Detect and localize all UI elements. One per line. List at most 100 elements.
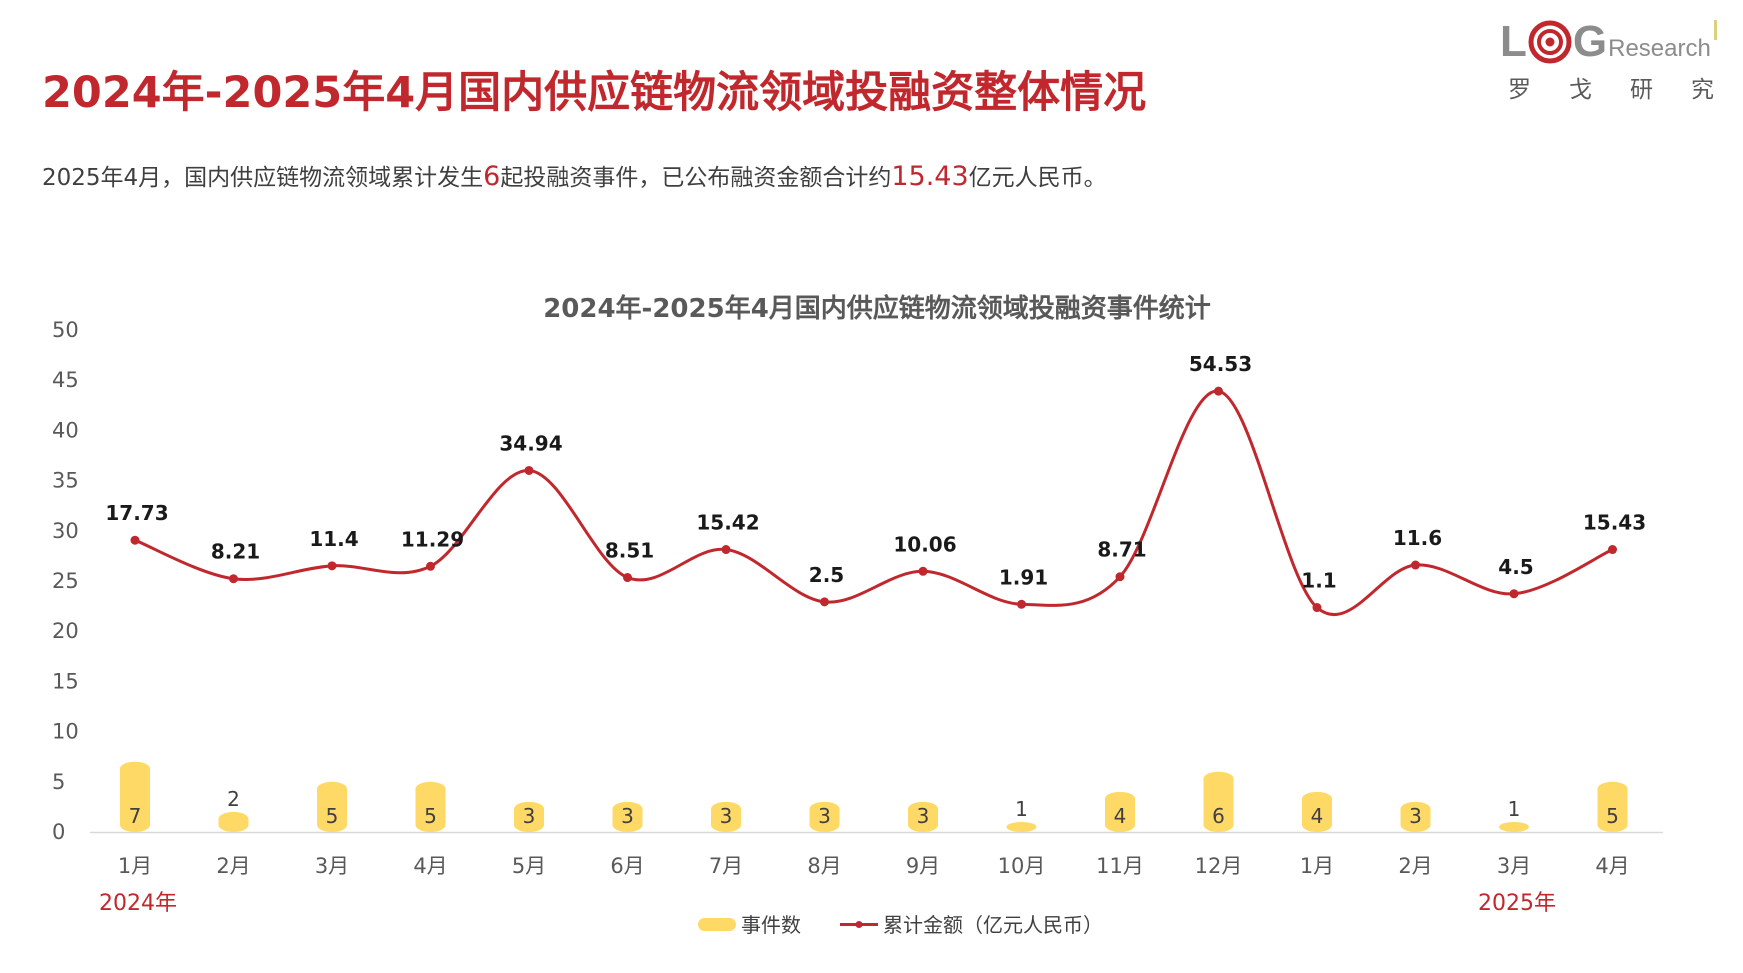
amount-point [918, 566, 928, 576]
amount-point [1608, 545, 1617, 555]
amount-line [130, 386, 1617, 617]
event-count-label: 3 [818, 804, 831, 828]
event-count-bar [514, 801, 544, 832]
y-tick-label: 35 [52, 469, 79, 493]
x-tick-label: 11月 [1096, 854, 1144, 878]
event-count-label: 4 [1114, 804, 1127, 828]
x-tick-label: 7月 [709, 854, 743, 878]
legend-line-label: 累计金额（亿元人民币） [883, 913, 1103, 937]
y-tick-label: 40 [52, 418, 79, 442]
event-count-bar [1597, 781, 1628, 832]
amount-label: 11.6 [1393, 526, 1442, 550]
event-count-label: 3 [917, 804, 930, 828]
x-tick-label: 6月 [610, 854, 644, 878]
logo-cn-char: 研 [1630, 77, 1653, 103]
event-count-bar [711, 801, 741, 832]
x-tick-label: 3月 [315, 854, 349, 878]
amount-label: 8.71 [1097, 538, 1146, 562]
legend-line-marker [855, 921, 863, 928]
x-tick-label: 3月 [1497, 854, 1531, 878]
event-count-bar [809, 801, 840, 832]
event-count-label: 5 [424, 804, 437, 828]
y-axis: 0 5 10 15 20 25 30 35 40 45 50 [52, 318, 79, 844]
event-count-bar [120, 761, 150, 832]
event-count-label: 5 [1606, 804, 1619, 828]
logo-research-text: Research [1608, 35, 1711, 62]
amount-point [1411, 560, 1420, 570]
amount-label: 11.4 [309, 527, 358, 551]
summary-event-count: 6 [483, 161, 501, 192]
logo-letter-g: G [1572, 17, 1608, 66]
y-tick-label: 25 [52, 569, 79, 593]
event-count-bar [1499, 821, 1529, 832]
legend-bar-label: 事件数 [741, 913, 801, 937]
amount-label: 10.06 [893, 532, 956, 556]
logo-accent-mark [1714, 20, 1717, 40]
summary-part-2: 起投融资事件，已公布融资金额合计约 [500, 165, 892, 191]
y-tick-label: 30 [52, 519, 79, 543]
event-count-bar [1006, 821, 1037, 832]
event-count-label: 3 [1409, 804, 1422, 828]
logo-cn-char: 究 [1691, 77, 1714, 103]
amount-point [327, 561, 337, 571]
amount-point [1312, 603, 1322, 613]
amount-point [1509, 589, 1519, 599]
event-count-label: 2 [227, 787, 240, 811]
amount-label: 15.43 [1583, 511, 1646, 535]
logo-cn-char: 戈 [1569, 77, 1592, 103]
summary-part-1: 2025年4月，国内供应链物流领域累计发生 [42, 165, 484, 191]
event-count-label: 3 [720, 804, 733, 828]
amount-point [229, 574, 238, 584]
event-count-label: 1 [1508, 797, 1521, 821]
event-count-label: 1 [1015, 797, 1028, 821]
amount-point [1115, 572, 1125, 582]
event-count-label: 4 [1311, 804, 1324, 828]
amount-point [1214, 386, 1223, 396]
amount-label: 54.53 [1189, 352, 1252, 376]
event-count-bar [612, 801, 643, 832]
event-count-label: 3 [621, 804, 634, 828]
amount-point [721, 545, 731, 555]
event-count-bar [1203, 771, 1234, 832]
event-count-bar [908, 801, 938, 832]
event-count-bar [317, 781, 347, 832]
event-count-label: 7 [129, 804, 142, 828]
amount-point [524, 465, 534, 475]
summary-amount: 15.43 [891, 161, 969, 192]
event-count-bar [1400, 801, 1431, 832]
amount-point [623, 573, 632, 583]
event-count-label: 5 [326, 804, 339, 828]
logo-chinese-name: 罗 戈 研 究 [1508, 70, 1714, 104]
amount-label: 8.21 [211, 540, 260, 564]
x-tick-label: 1月 [118, 854, 152, 878]
x-tick-label: 4月 [1595, 854, 1629, 878]
y-tick-label: 50 [52, 318, 79, 342]
target-ring-icon [1528, 20, 1572, 64]
year-label: 2024年 [99, 891, 177, 916]
chart-title: 2024年-2025年4月国内供应链物流领域投融资事件统计 [543, 293, 1211, 324]
event-count-bar [218, 811, 249, 832]
amount-point [820, 597, 829, 607]
x-tick-label: 2月 [1398, 854, 1432, 878]
y-tick-label: 45 [52, 368, 79, 392]
year-label: 2025年 [1478, 891, 1556, 916]
event-count-bar [1105, 791, 1135, 832]
amount-line-path [134, 389, 1614, 617]
event-count-label: 6 [1212, 804, 1225, 828]
event-count-label: 3 [523, 804, 536, 828]
summary-part-3: 亿元人民币。 [968, 165, 1107, 191]
y-tick-label: 0 [52, 820, 65, 844]
x-tick-label: 5月 [512, 854, 546, 878]
chart-legend: 事件数 累计金额（亿元人民币） [698, 913, 1103, 937]
summary-text: 2025年4月，国内供应链物流领域累计发生6起投融资事件，已公布融资金额合计约1… [42, 158, 1107, 192]
amount-label: 34.94 [499, 431, 562, 455]
amount-point [130, 535, 140, 545]
logo-letter-l: L [1500, 17, 1527, 66]
y-tick-label: 10 [52, 720, 79, 744]
x-axis: 1月 2月 3月 4月 5月 6月 7月 8月 9月 10月 11月 12月 1月 2月 3月 4月 2024年… [90, 831, 1663, 916]
amount-point [426, 561, 435, 571]
amount-label: 11.29 [401, 527, 464, 551]
amount-label: 2.5 [809, 563, 844, 587]
x-tick-label: 2月 [216, 854, 250, 878]
